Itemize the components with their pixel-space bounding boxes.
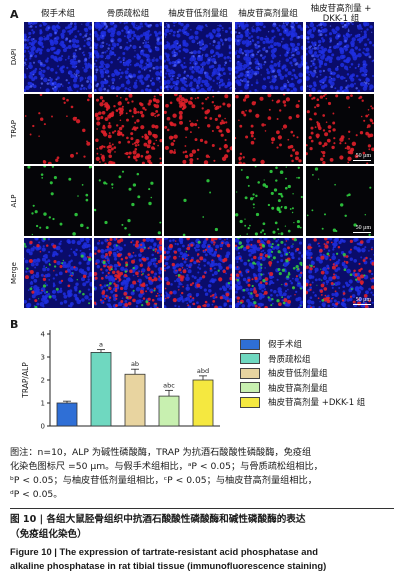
bar-chart: 0 1 2 3 4 TRAP/ALP a ab abc abd <box>21 330 220 431</box>
scale-bar <box>353 159 371 161</box>
column-header-low-dose: 柚皮苷低剂量组 <box>168 9 228 19</box>
micrograph-trap-1 <box>24 94 92 164</box>
scale-bar-label: 50 μm <box>355 225 371 231</box>
legend-swatch <box>240 396 260 408</box>
y-tick-label: 0 <box>41 423 45 431</box>
bar-4 <box>158 395 180 427</box>
micrograph-merge-4 <box>235 238 303 308</box>
legend-item: 骨质疏松组 <box>240 353 311 365</box>
scale-bar-label: 50 μm <box>355 153 371 159</box>
column-header-high-dose-dkk1-line2: DKK-1 组 <box>322 14 360 24</box>
bar-2 <box>90 352 112 427</box>
micrograph-trap-2 <box>94 94 162 164</box>
bar-1 <box>56 402 78 427</box>
micrograph-alp-5: 50 μm <box>306 166 374 236</box>
y-tick-label: 2 <box>41 377 45 385</box>
micrograph-merge-3 <box>164 238 232 308</box>
micrograph-trap-4 <box>235 94 303 164</box>
bar-5 <box>192 379 214 427</box>
legend-item: 柚皮苷低剂量组 <box>240 367 328 379</box>
figure-note-line2: 化染色图标尺 =50 μm。与假手术组相比，ᵃP < 0.05；与骨质疏松组相比… <box>10 461 323 472</box>
column-header-high-dose: 柚皮苷高剂量组 <box>238 9 298 19</box>
micrograph-dapi-2 <box>94 22 162 92</box>
bar-3 <box>124 373 146 427</box>
figure-note-line3: ᵇP < 0.05；与柚皮苷低剂量组相比，ᶜP < 0.05；与柚皮苷高剂量组相… <box>10 475 317 486</box>
legend-label: 柚皮苷高剂量 +DKK-1 组 <box>268 398 366 408</box>
figure-note-line4: ᵈP < 0.05。 <box>10 489 63 500</box>
micrograph-alp-4 <box>235 166 303 236</box>
y-axis-label: TRAP/ALP <box>21 362 30 399</box>
micrograph-dapi-5 <box>306 22 374 92</box>
legend-label: 骨质疏松组 <box>268 354 311 365</box>
figure-caption-cn-line1: 图 10 | 各组大鼠胫骨组织中抗酒石酸酸性磷酸酶和碱性磷酸酶的表达 <box>10 514 306 525</box>
figure-note-line1: 图注：n=10，ALP 为碱性磷酸酶，TRAP 为抗酒石酸酸性磷酸酶，免疫组 <box>10 447 312 458</box>
micrograph-alp-2 <box>94 166 162 236</box>
significance-label: ab <box>131 360 139 368</box>
panel-b-label: B <box>10 318 19 331</box>
row-label-merge: Merge <box>10 262 18 284</box>
legend-item: 柚皮苷高剂量组 <box>240 382 328 394</box>
row-label-dapi: DAPI <box>10 48 18 66</box>
y-tick-label: 1 <box>41 400 45 408</box>
figure-caption-en-line1: Figure 10 | The expression of tartrate-r… <box>10 546 318 557</box>
legend-swatch <box>240 367 260 379</box>
legend-swatch <box>240 382 260 393</box>
row-label-alp: ALP <box>10 194 18 208</box>
legend-swatch <box>240 353 260 364</box>
row-label-trap: TRAP <box>10 120 18 138</box>
micrograph-merge-1 <box>24 238 92 308</box>
micrograph-dapi-3 <box>164 22 232 92</box>
micrograph-alp-1 <box>24 166 92 236</box>
micrograph-dapi-4 <box>235 22 303 92</box>
y-tick-label: 4 <box>41 331 46 339</box>
column-header-high-dose-dkk1: 柚皮苷高剂量 + DKK-1 组 <box>306 4 376 24</box>
legend-swatch <box>240 338 260 350</box>
y-tick-label: 3 <box>41 354 45 362</box>
micrograph-merge-2 <box>94 238 162 308</box>
significance-label: abd <box>197 367 209 375</box>
figure-caption-en-line2: alkaline phosphatase in rat tibial tissu… <box>10 560 327 571</box>
significance-label: a <box>99 341 103 349</box>
micrograph-alp-3 <box>164 166 232 236</box>
scale-bar <box>353 303 371 305</box>
legend-item: 柚皮苷高剂量 +DKK-1 组 <box>240 396 365 408</box>
scale-bar-label: 50 μm <box>355 297 371 303</box>
figure-caption-cn-line2: （免疫组化染色） <box>10 529 87 540</box>
micrograph-trap-3 <box>164 94 232 164</box>
caption-divider <box>10 508 394 509</box>
column-header-sham: 假手术组 <box>40 9 75 19</box>
column-header-high-dose-dkk1-line1: 柚皮苷高剂量 + <box>310 4 372 14</box>
legend-label: 假手术组 <box>268 340 303 350</box>
micrograph-dapi-1 <box>24 22 92 92</box>
scale-bar <box>353 231 371 233</box>
legend-item: 假手术组 <box>240 338 302 350</box>
panel-a-label: A <box>10 8 19 21</box>
legend-label: 柚皮苷高剂量组 <box>268 383 328 394</box>
micrograph-trap-5: 50 μm <box>306 94 374 164</box>
significance-label: abc <box>163 381 175 389</box>
column-header-osteoporosis: 骨质疏松组 <box>106 9 150 19</box>
micrograph-merge-5: 50 μm <box>306 238 374 308</box>
legend-label: 柚皮苷低剂量组 <box>268 369 328 379</box>
